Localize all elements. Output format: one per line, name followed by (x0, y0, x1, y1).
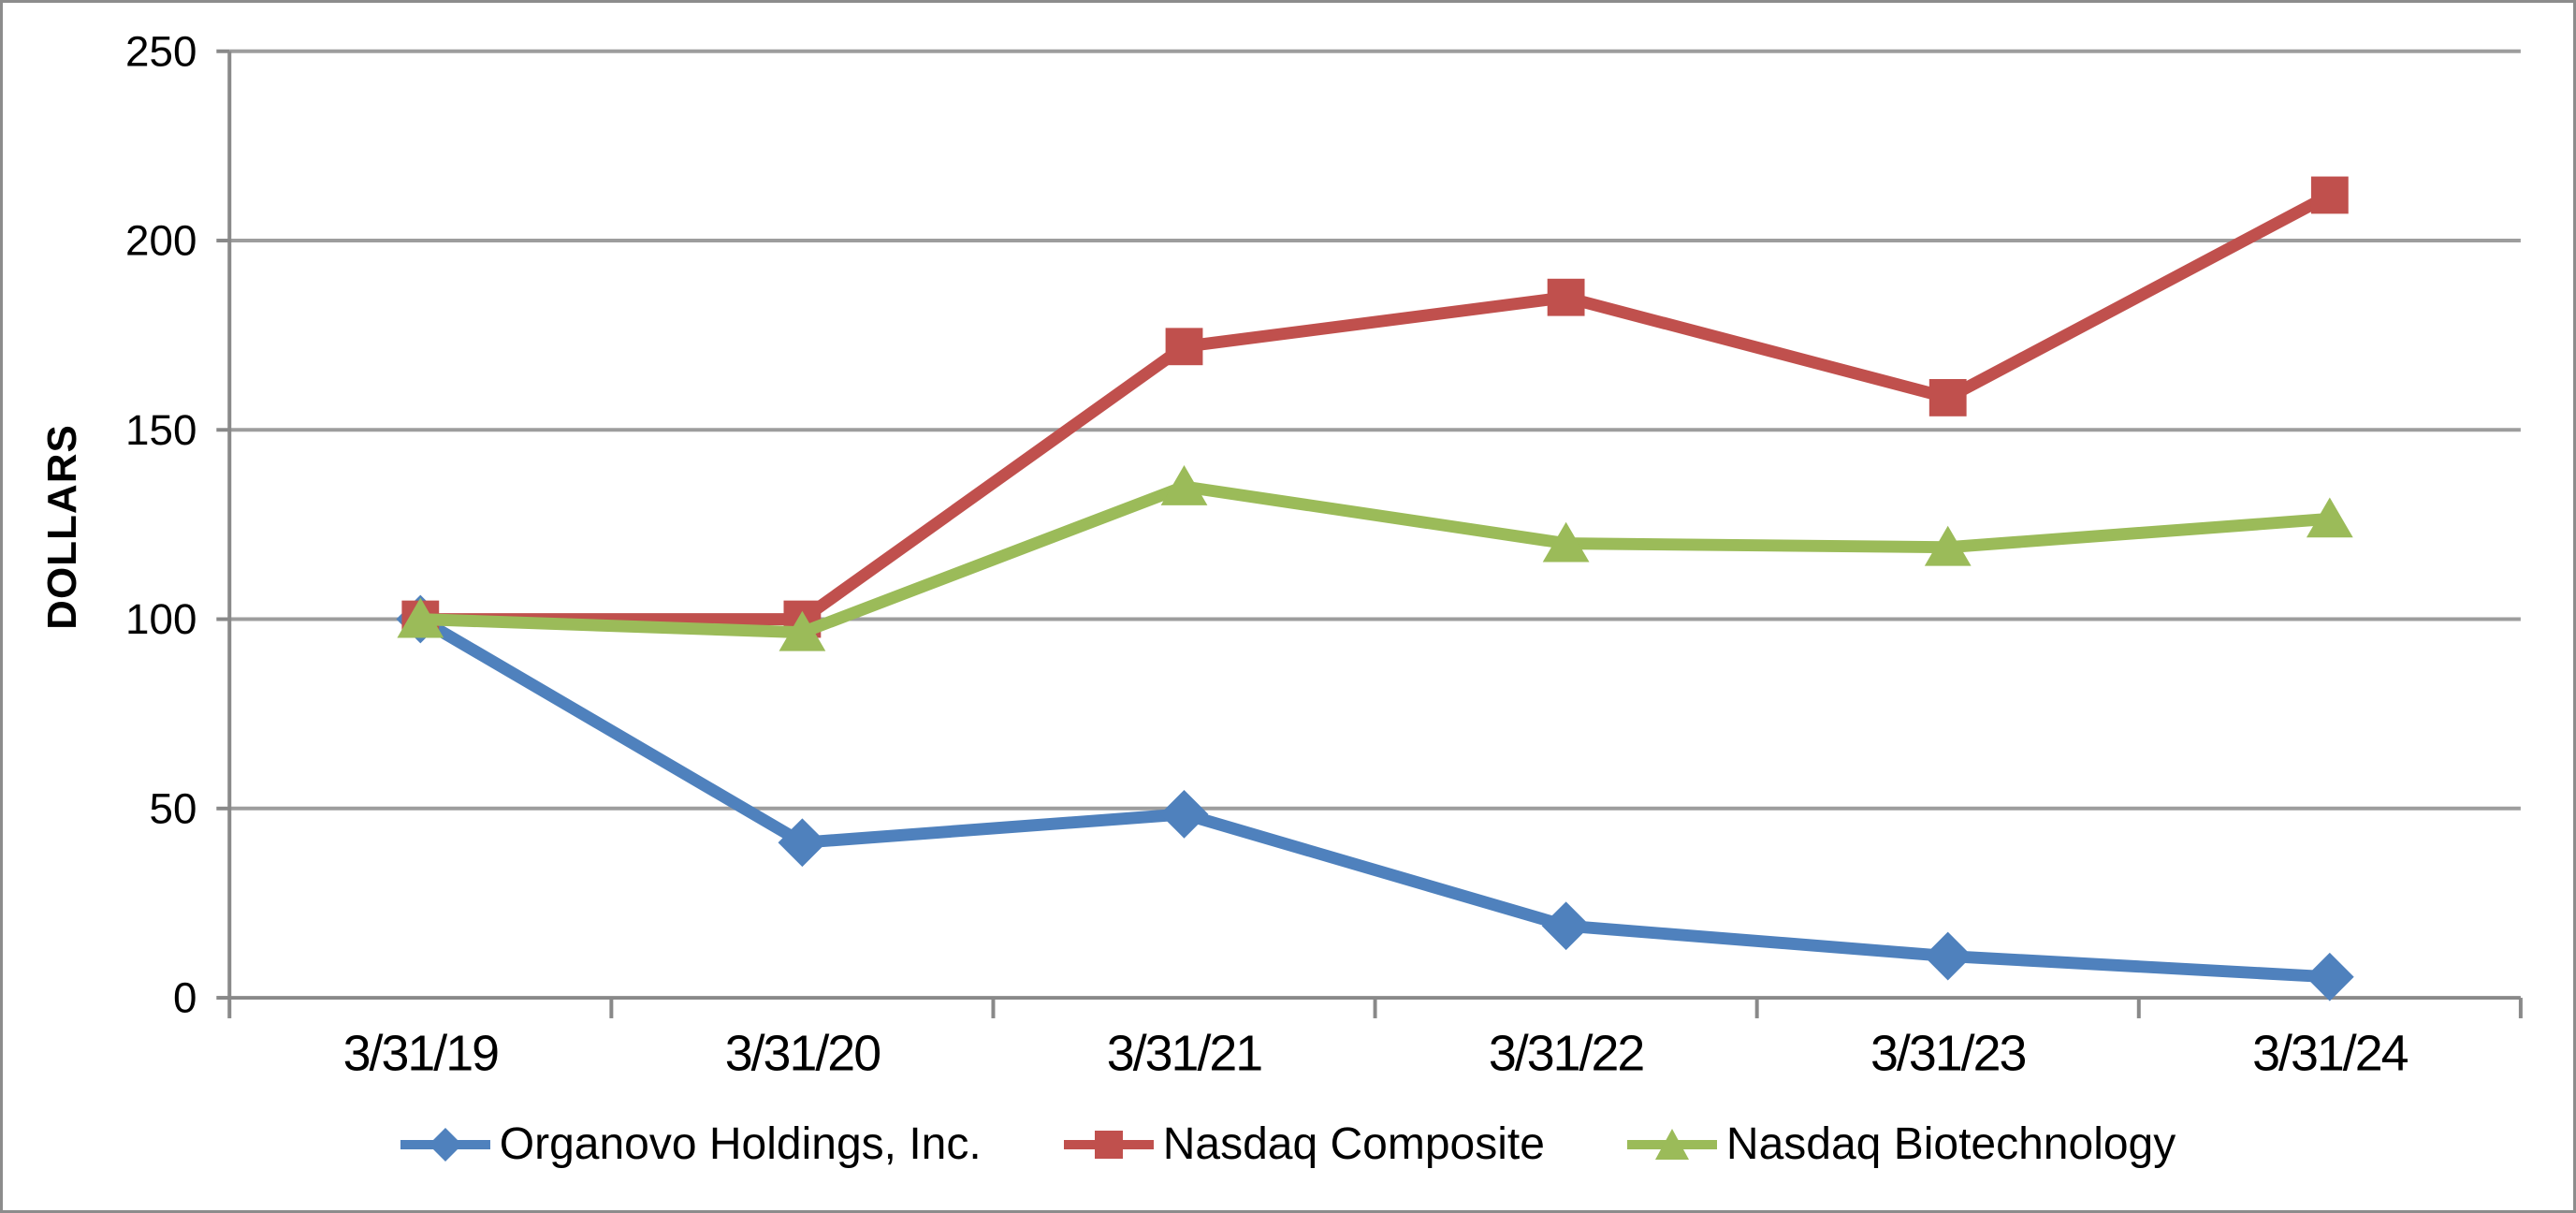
legend-item-0: Organovo Holdings, Inc. (400, 1118, 982, 1170)
x-tick-label-3-31-20: 3/31/20 (725, 1026, 880, 1082)
legend-item-1: Nasdaq Composite (1063, 1118, 1545, 1170)
triangle-legend-marker-icon (1626, 1128, 1717, 1160)
data-point-1-3-31-22 (1547, 278, 1585, 316)
y-tick-label-50: 50 (150, 784, 197, 832)
legend-label-0: Organovo Holdings, Inc. (499, 1119, 982, 1169)
data-point-2-3-31-24 (2306, 497, 2353, 538)
data-point-2-3-31-20 (779, 610, 826, 651)
y-tick-label-250: 250 (125, 27, 196, 75)
chart-legend: Organovo Holdings, Inc. Nasdaq Composite N… (3, 1118, 2573, 1170)
series-line-0 (414, 613, 2336, 984)
data-point-1-3-31-21 (1165, 328, 1203, 366)
legend-label-2: Nasdaq Biotechnology (1725, 1119, 2176, 1169)
x-tick-label-3-31-24: 3/31/24 (2252, 1026, 2408, 1082)
x-tick-label-3-31-23: 3/31/23 (1870, 1026, 2025, 1082)
series-line-2 (414, 480, 2336, 639)
data-point-2-3-31-19 (397, 597, 444, 638)
data-point-0-3-31-22 (1541, 901, 1591, 951)
data-point-0-3-31-21 (1159, 789, 1209, 839)
legend-item-2: Nasdaq Biotechnology (1626, 1118, 2176, 1170)
diamond-legend-marker-icon (400, 1127, 490, 1162)
x-tick-label-3-31-19: 3/31/19 (343, 1026, 498, 1082)
data-point-2-3-31-22 (1542, 521, 1590, 563)
series-line-1 (414, 189, 2336, 626)
data-point-1-3-31-23 (1928, 378, 1967, 417)
chart-canvas: 0 50 100 150 200 250 3/31/19 3/31/20 3/31/21 3/31… (125, 27, 2523, 1082)
y-tick-label-200: 200 (125, 217, 196, 265)
y-tick-label-150: 150 (125, 406, 196, 454)
data-point-2-3-31-21 (1160, 465, 1208, 505)
x-tick-label-3-31-22: 3/31/22 (1489, 1026, 1643, 1082)
y-tick-label-100: 100 (125, 595, 196, 643)
data-point-0-3-31-23 (1923, 931, 1972, 981)
x-tick-label-3-31-21: 3/31/21 (1107, 1026, 1261, 1082)
data-point-1-3-31-24 (2310, 176, 2349, 214)
y-tick-label-0: 0 (173, 974, 196, 1022)
data-point-0-3-31-24 (2305, 952, 2354, 1001)
legend-label-1: Nasdaq Composite (1162, 1119, 1545, 1169)
data-point-2-3-31-23 (1924, 525, 1972, 566)
data-point-0-3-31-20 (778, 818, 827, 868)
y-axis-title: DOLLARS (39, 424, 85, 630)
square-legend-marker-icon (1063, 1130, 1154, 1159)
